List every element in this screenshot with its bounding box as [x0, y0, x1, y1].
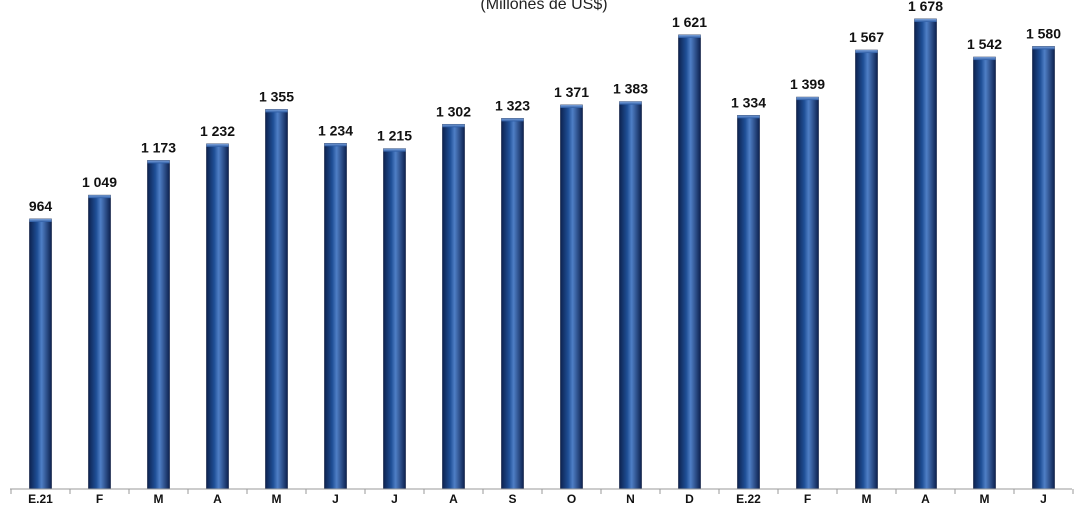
bar-cap: [855, 50, 878, 54]
category-label: E.21: [28, 492, 53, 506]
bar-body: [442, 123, 465, 490]
bar-body: [29, 218, 52, 490]
category-label: A: [213, 492, 222, 506]
bar: [147, 160, 170, 490]
bar-cap: [973, 57, 996, 61]
value-label: 1 399: [790, 76, 825, 92]
value-label: 1 355: [259, 88, 294, 104]
bar-body: [737, 115, 760, 490]
bar-body: [88, 194, 111, 490]
bar-cap: [1032, 46, 1055, 50]
bar-cap: [501, 118, 524, 122]
bar: [383, 148, 406, 490]
bar-cap: [796, 97, 819, 101]
bar: [796, 96, 819, 490]
category-label: S: [508, 492, 516, 506]
value-label: 1 049: [82, 174, 117, 190]
bar: [855, 49, 878, 490]
value-label: 1 567: [849, 29, 884, 45]
bar: [737, 115, 760, 490]
bar: [973, 56, 996, 490]
bar: [619, 101, 642, 490]
category-label: F: [804, 492, 811, 506]
category-label: F: [96, 492, 103, 506]
value-label: 964: [29, 198, 53, 214]
bar-body: [147, 160, 170, 490]
category-label: J: [1040, 492, 1047, 506]
bar: [206, 143, 229, 490]
value-label: 1 383: [613, 81, 648, 97]
bar-cap: [560, 104, 583, 108]
bar-body: [560, 104, 583, 490]
bar-cap: [324, 143, 347, 147]
bar: [560, 104, 583, 490]
value-label: 1 234: [318, 122, 353, 138]
value-label: 1 371: [554, 84, 589, 100]
bar-cap: [619, 101, 642, 105]
bar-cap: [383, 148, 406, 152]
bar-body: [265, 109, 288, 490]
value-label: 1 215: [377, 128, 412, 144]
bar-body: [206, 143, 229, 490]
bar-body: [1032, 46, 1055, 490]
bar-body: [914, 18, 937, 490]
bar-body: [383, 148, 406, 490]
x-axis-ticks: [10, 489, 1074, 494]
bar-cap: [265, 109, 288, 113]
bar-body: [678, 34, 701, 490]
bar-cap: [147, 160, 170, 164]
value-label: 1 323: [495, 97, 530, 113]
value-label: 1 542: [967, 36, 1002, 52]
bar: [324, 143, 347, 490]
value-label: 1 334: [731, 94, 766, 110]
bar-cap: [442, 124, 465, 128]
bar-body: [619, 101, 642, 490]
category-label: M: [154, 492, 164, 506]
bar-cap: [88, 195, 111, 199]
value-label: 1 621: [672, 14, 707, 30]
bar-body: [973, 56, 996, 490]
bar: [1032, 46, 1055, 490]
category-labels-group: E.21 F M A M J J A S O N D E.22 F M A M J: [28, 492, 1047, 506]
value-label: 1 302: [436, 103, 471, 119]
bar: [88, 194, 111, 490]
category-label: J: [332, 492, 339, 506]
category-label: J: [391, 492, 398, 506]
bar-body: [501, 118, 524, 490]
chart-subtitle: (Millones de US$): [480, 0, 607, 13]
bar-cap: [206, 143, 229, 147]
value-label: 1 580: [1026, 25, 1061, 41]
category-label: M: [980, 492, 990, 506]
value-label: 1 678: [908, 0, 943, 14]
bar-body: [855, 49, 878, 490]
bars-group: [29, 18, 1055, 490]
category-label: E.22: [736, 492, 761, 506]
category-label: A: [921, 492, 930, 506]
bar: [501, 118, 524, 490]
category-label: M: [862, 492, 872, 506]
bar-cap: [737, 115, 760, 119]
bar-cap: [678, 34, 701, 38]
category-label: M: [272, 492, 282, 506]
value-label: 1 173: [141, 139, 176, 155]
bar-cap: [914, 18, 937, 22]
bar: [442, 123, 465, 490]
category-label: N: [626, 492, 635, 506]
category-label: A: [449, 492, 458, 506]
value-label: 1 232: [200, 123, 235, 139]
bar-body: [796, 96, 819, 490]
bar: [914, 18, 937, 490]
bar-body: [324, 143, 347, 490]
category-label: O: [567, 492, 576, 506]
bar-cap: [29, 218, 52, 222]
category-label: D: [685, 492, 694, 506]
bar: [265, 109, 288, 490]
bar: [29, 218, 52, 490]
bar: [678, 34, 701, 490]
value-labels-group: 964 1 049 1 173 1 232 1 355 1 234 1 215 1 302 1 …: [29, 0, 1061, 214]
